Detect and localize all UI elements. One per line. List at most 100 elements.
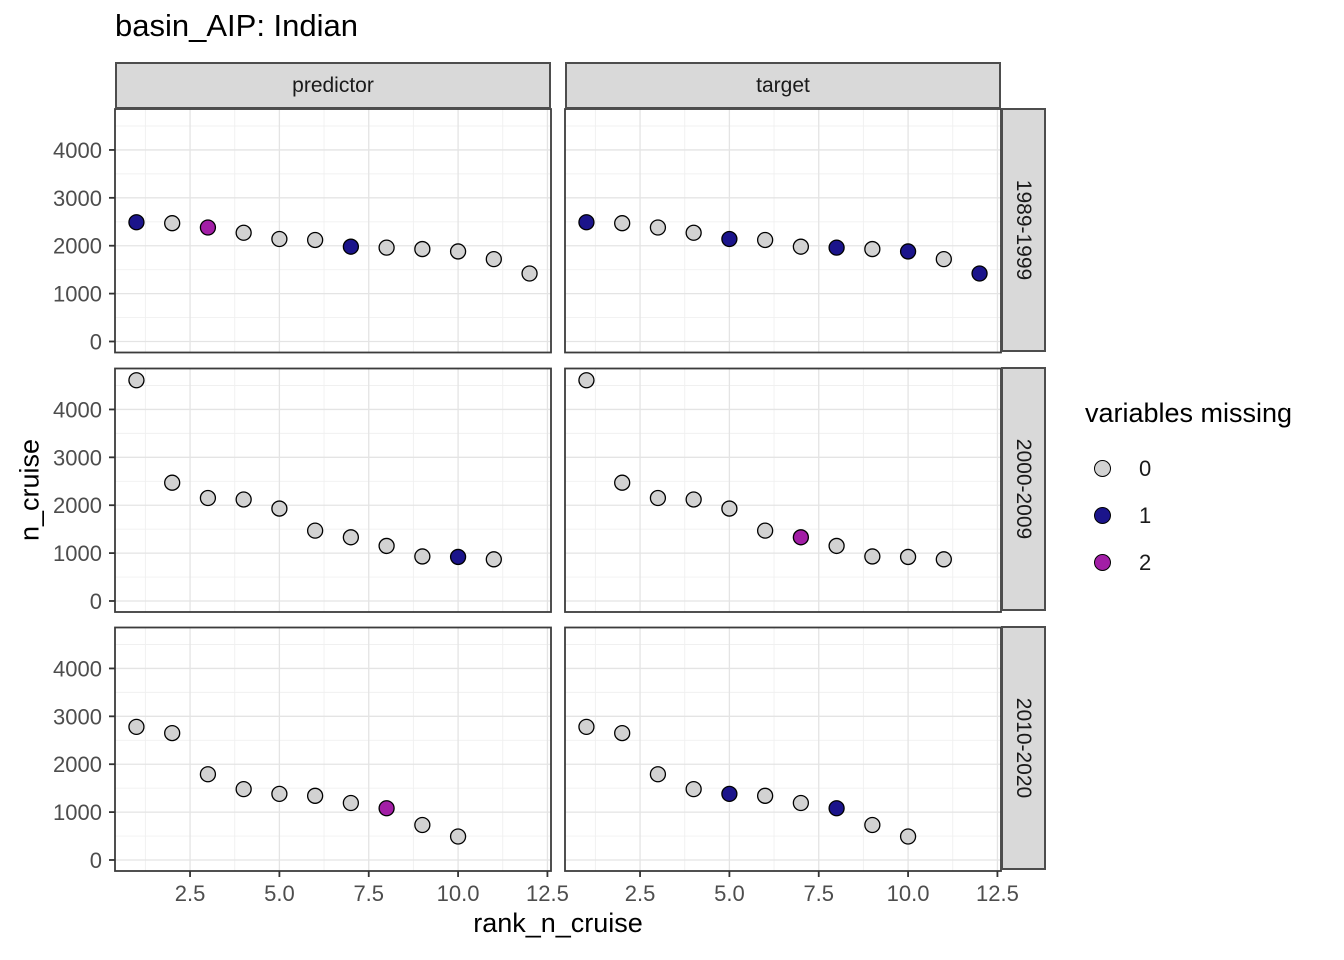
facet-col-label: target — [756, 73, 810, 97]
data-point — [128, 214, 145, 231]
data-point — [414, 240, 431, 258]
legend-swatch-1-icon — [1094, 507, 1111, 524]
facet-panel-predictor-1989-1999 — [114, 108, 552, 354]
legend: variables missing 0 1 2 — [1085, 398, 1292, 586]
y-tick-label: 3000 — [53, 186, 102, 211]
plot-title: basin_AIP: Indian — [115, 8, 359, 43]
data-point — [578, 214, 595, 231]
data-point — [971, 265, 988, 282]
data-point — [721, 785, 738, 803]
facet-panel-predictor-2000-2009 — [114, 367, 552, 613]
data-point — [271, 500, 288, 517]
y-tick-label: 4000 — [53, 656, 102, 681]
data-point — [271, 230, 288, 248]
panel-border — [114, 367, 552, 613]
data-point — [864, 240, 881, 258]
data-point — [792, 238, 810, 255]
data-point — [721, 230, 738, 248]
data-point — [449, 828, 467, 845]
data-point — [828, 800, 845, 817]
legend-item-label: 0 — [1139, 455, 1152, 481]
data-point — [164, 215, 181, 232]
data-point — [128, 372, 145, 389]
data-point — [164, 724, 181, 742]
y-tick-label: 1000 — [53, 541, 102, 566]
data-point — [306, 231, 324, 249]
data-point — [792, 529, 810, 546]
data-point — [521, 265, 538, 282]
data-point — [378, 537, 395, 555]
data-point — [614, 474, 631, 491]
facet-col-strip-predictor: predictor — [115, 62, 551, 109]
data-point — [685, 491, 702, 508]
x-tick-label: 12.5 — [526, 881, 569, 906]
panel-border — [114, 626, 552, 872]
data-point — [899, 548, 917, 566]
facet-col-label: predictor — [292, 73, 374, 97]
data-point — [449, 548, 467, 566]
x-tick-label: 2.5 — [175, 881, 206, 906]
data-point — [685, 224, 702, 241]
data-point — [935, 551, 952, 568]
facet-panel-target-1989-1999 — [564, 108, 1002, 354]
x-tick-label: 5.0 — [264, 881, 295, 906]
facet-panel-target-2010-2020 — [564, 626, 1002, 872]
data-point — [306, 787, 324, 804]
data-point — [342, 794, 360, 812]
facet-row-label: 2010-2020 — [1012, 697, 1036, 799]
y-tick-label: 2000 — [53, 752, 102, 777]
data-point — [164, 474, 181, 491]
y-tick-label: 1000 — [53, 282, 102, 307]
y-tick-label: 0 — [90, 589, 102, 614]
data-point — [378, 239, 395, 256]
legend-item-1: 1 — [1085, 492, 1292, 539]
data-point — [864, 816, 881, 834]
facet-row-strip-2000-2009: 2000-2009 — [1001, 367, 1046, 611]
data-point — [342, 529, 360, 546]
data-point — [614, 215, 631, 232]
data-point — [899, 243, 917, 260]
data-point — [485, 250, 502, 268]
y-tick-label: 2000 — [53, 234, 102, 259]
facet-row-strip-1989-1999: 1989-1999 — [1001, 108, 1046, 352]
facet-panel-predictor-2010-2020 — [114, 626, 552, 872]
data-point — [899, 828, 917, 845]
data-point — [935, 250, 952, 268]
data-point — [235, 780, 252, 798]
data-point — [721, 500, 738, 517]
legend-item-label: 1 — [1139, 502, 1152, 528]
data-point — [199, 219, 217, 236]
data-point — [756, 787, 774, 804]
data-point — [649, 766, 667, 783]
x-tick-label: 12.5 — [976, 881, 1019, 906]
y-tick-label: 3000 — [53, 704, 102, 729]
data-point — [614, 724, 631, 742]
facet-panel-target-2000-2009 — [564, 367, 1002, 613]
x-axis-title: rank_n_cruise — [473, 908, 643, 938]
data-point — [342, 238, 360, 255]
y-tick-label: 4000 — [53, 138, 102, 163]
data-point — [271, 785, 288, 803]
data-point — [414, 816, 431, 834]
facet-row-label: 1989-1999 — [1012, 179, 1036, 281]
x-tick-label: 2.5 — [625, 881, 656, 906]
y-tick-label: 3000 — [53, 445, 102, 470]
y-tick-label: 0 — [90, 329, 102, 354]
x-tick-label: 5.0 — [714, 881, 745, 906]
data-point — [414, 548, 431, 565]
data-point — [649, 219, 667, 236]
legend-item-0: 0 — [1085, 445, 1292, 492]
y-tick-label: 2000 — [53, 493, 102, 518]
x-tick-label: 10.0 — [887, 881, 930, 906]
facet-row-label: 2000-2009 — [1012, 438, 1036, 540]
data-point — [378, 800, 395, 817]
y-tick-label: 1000 — [53, 800, 102, 825]
data-point — [128, 718, 145, 736]
y-tick-label: 4000 — [53, 397, 102, 422]
x-tick-label: 7.5 — [803, 881, 834, 906]
data-point — [235, 491, 252, 508]
panel-border — [114, 108, 552, 354]
data-point — [756, 231, 774, 249]
